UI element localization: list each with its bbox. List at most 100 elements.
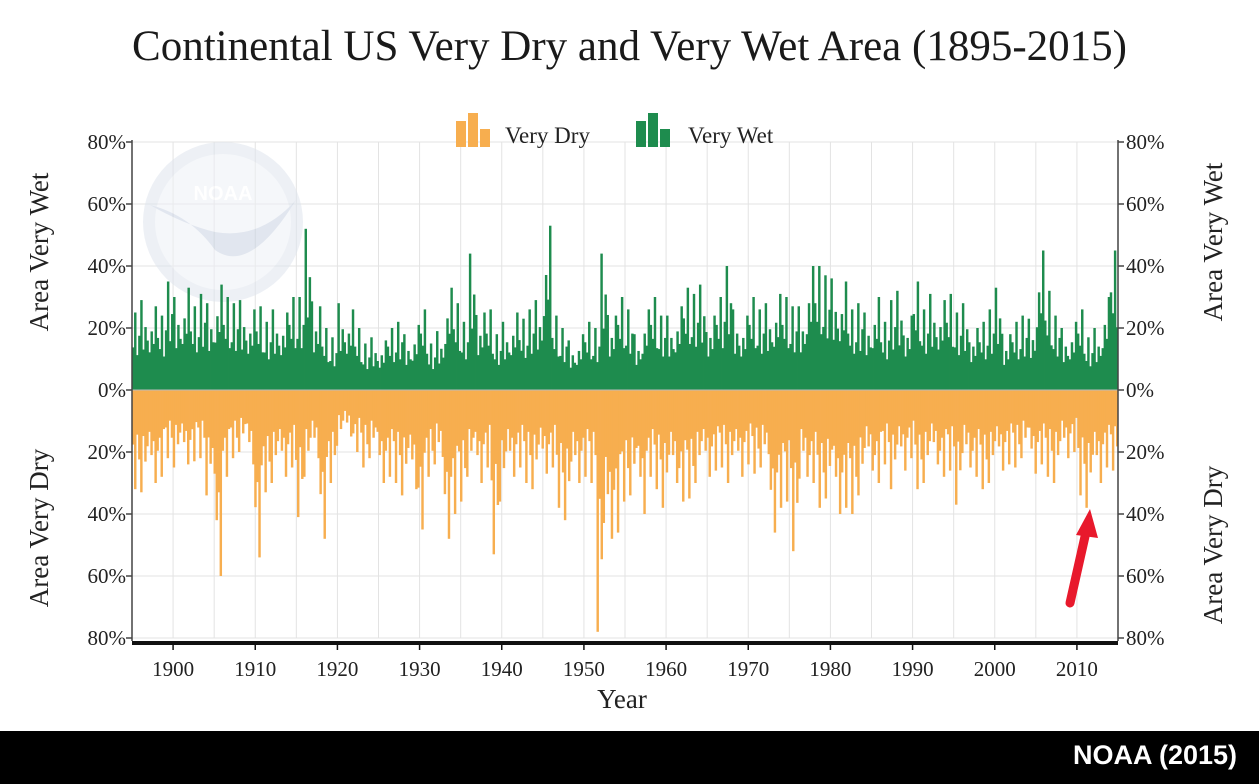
- bar: [507, 352, 511, 390]
- y-tick-label-left: 0%: [98, 378, 126, 402]
- bar: [1054, 315, 1057, 390]
- bar: [1068, 359, 1072, 390]
- bar: [197, 337, 201, 390]
- bar: [820, 390, 824, 444]
- bar: [347, 390, 351, 416]
- bar: [144, 390, 147, 462]
- bar: [154, 390, 157, 483]
- bar: [265, 321, 268, 390]
- bar: [941, 340, 944, 391]
- bar: [357, 328, 361, 390]
- bar: [906, 390, 909, 438]
- bar: [503, 359, 507, 390]
- bar: [737, 390, 740, 451]
- bar: [400, 390, 404, 496]
- bar: [847, 390, 850, 444]
- bar: [193, 390, 196, 462]
- bar: [374, 353, 377, 390]
- bar: [267, 359, 271, 390]
- bar: [651, 338, 655, 390]
- bar: [551, 390, 555, 468]
- bar: [1030, 390, 1033, 449]
- bar: [290, 390, 294, 468]
- bar: [963, 390, 966, 425]
- bar: [928, 390, 931, 442]
- left-ylabel-dry: Area Very Dry: [24, 448, 54, 607]
- bar: [806, 390, 809, 477]
- bar: [577, 350, 581, 390]
- bar: [317, 390, 320, 459]
- bar: [951, 346, 955, 390]
- bar: [704, 390, 707, 451]
- bar: [321, 390, 324, 472]
- bar: [700, 390, 703, 442]
- bar: [203, 322, 207, 390]
- bar: [345, 353, 349, 390]
- x-tick-label: 1920: [316, 657, 358, 681]
- bar: [875, 338, 879, 390]
- bar: [1032, 390, 1035, 437]
- bar: [633, 390, 636, 464]
- bar: [405, 364, 408, 390]
- bar: [620, 297, 624, 390]
- bar: [203, 390, 206, 438]
- bar: [585, 352, 589, 390]
- bar: [569, 367, 572, 390]
- bar: [590, 359, 593, 390]
- bar: [774, 322, 778, 390]
- bar: [182, 390, 186, 443]
- bar: [873, 324, 876, 390]
- bar: [625, 345, 628, 390]
- bar: [162, 356, 166, 390]
- noaa-logo: NOAA: [143, 142, 303, 302]
- x-tick-label: 1980: [809, 657, 851, 681]
- bar: [423, 390, 426, 453]
- bar: [749, 390, 752, 424]
- bar: [481, 347, 484, 391]
- bar: [501, 321, 505, 390]
- bar: [838, 341, 842, 391]
- bar: [588, 390, 591, 442]
- bar: [908, 349, 911, 390]
- bar: [491, 353, 494, 390]
- bar: [914, 390, 917, 445]
- bar: [210, 329, 213, 390]
- bar: [475, 314, 478, 390]
- bar: [637, 390, 640, 446]
- bar: [972, 346, 975, 390]
- bar: [690, 337, 694, 390]
- bar: [795, 331, 798, 390]
- bar: [680, 390, 683, 452]
- bar: [804, 390, 807, 438]
- bar: [413, 344, 416, 390]
- bar: [712, 390, 716, 435]
- bar: [360, 390, 363, 433]
- bar: [861, 329, 864, 390]
- bar: [777, 390, 781, 455]
- bar: [924, 353, 928, 390]
- bar: [702, 390, 705, 430]
- bar: [1060, 328, 1063, 390]
- bar: [950, 390, 954, 427]
- bar: [759, 390, 762, 468]
- bar: [208, 350, 211, 390]
- bar: [480, 390, 483, 483]
- bar: [189, 331, 192, 390]
- bar: [162, 390, 165, 430]
- bar: [529, 390, 532, 456]
- bar: [170, 390, 174, 438]
- bar: [892, 349, 895, 391]
- bar: [479, 335, 482, 390]
- bar: [643, 390, 646, 514]
- bar: [735, 390, 738, 430]
- bar: [1056, 390, 1060, 456]
- bar: [588, 321, 591, 390]
- bar: [543, 390, 546, 437]
- bar: [645, 390, 648, 451]
- bar: [195, 390, 198, 423]
- bar: [191, 343, 195, 390]
- bar: [1034, 390, 1037, 474]
- bar: [669, 390, 673, 432]
- bar: [440, 348, 443, 390]
- bar: [561, 390, 565, 473]
